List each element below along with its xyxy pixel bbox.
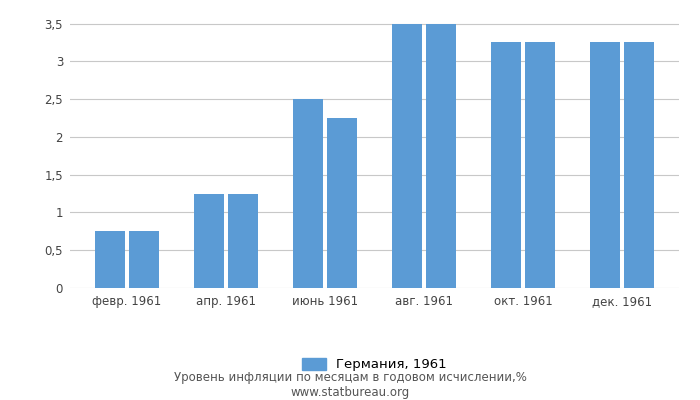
Bar [228, 194, 258, 288]
Bar [491, 42, 521, 288]
Bar [129, 231, 159, 288]
Text: Уровень инфляции по месяцам в годовом исчислении,%: Уровень инфляции по месяцам в годовом ис… [174, 372, 526, 384]
Bar [392, 24, 422, 288]
Bar [95, 231, 125, 288]
Bar [426, 24, 456, 288]
Bar [525, 42, 554, 288]
Bar [590, 42, 620, 288]
Bar [624, 42, 654, 288]
Bar [195, 194, 224, 288]
Legend: Германия, 1961: Германия, 1961 [302, 358, 447, 371]
Bar [327, 118, 357, 288]
Bar [293, 99, 323, 288]
Text: www.statbureau.org: www.statbureau.org [290, 386, 410, 399]
